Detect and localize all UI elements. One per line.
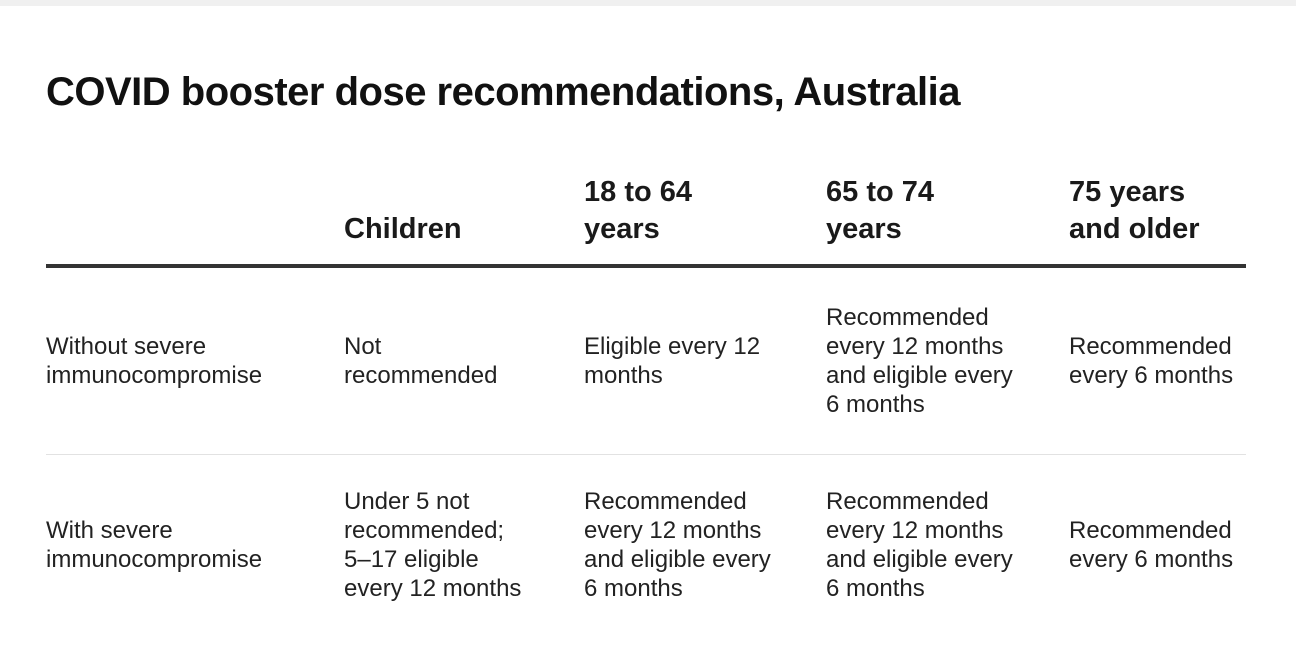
table-cell: Not recommended	[344, 333, 498, 389]
header-children: Children	[344, 213, 462, 245]
row-label: Without severe immunocompromise	[46, 333, 263, 389]
table-cell: Recommended every 6 months	[1069, 517, 1234, 573]
table-header-row: Children 18 to 64 years 65 to 74 years 7…	[46, 176, 1246, 268]
row-label: With severe immunocompromise	[46, 517, 263, 573]
table-cell: Eligible every 12 months	[584, 333, 761, 389]
table-row: Without severe immunocompromise Not reco…	[46, 268, 1246, 455]
header-75-and-older: 75 years and older	[1069, 176, 1200, 245]
header-65-to-74: 65 to 74 years	[826, 176, 934, 245]
page-title: COVID booster dose recommendations, Aust…	[46, 70, 961, 114]
table-cell: Recommended every 6 months	[1069, 333, 1234, 389]
table-cell: Under 5 not recommended; 5–17 eligible e…	[344, 488, 522, 602]
table-cell: Recommended every 12 months and eligible…	[584, 488, 771, 602]
top-border-strip	[0, 0, 1296, 6]
header-18-to-64: 18 to 64 years	[584, 176, 692, 245]
table-cell: Recommended every 12 months and eligible…	[826, 488, 1013, 602]
table-cell: Recommended every 12 months and eligible…	[826, 304, 1013, 418]
table-row: With severe immunocompromise Under 5 not…	[46, 455, 1246, 635]
